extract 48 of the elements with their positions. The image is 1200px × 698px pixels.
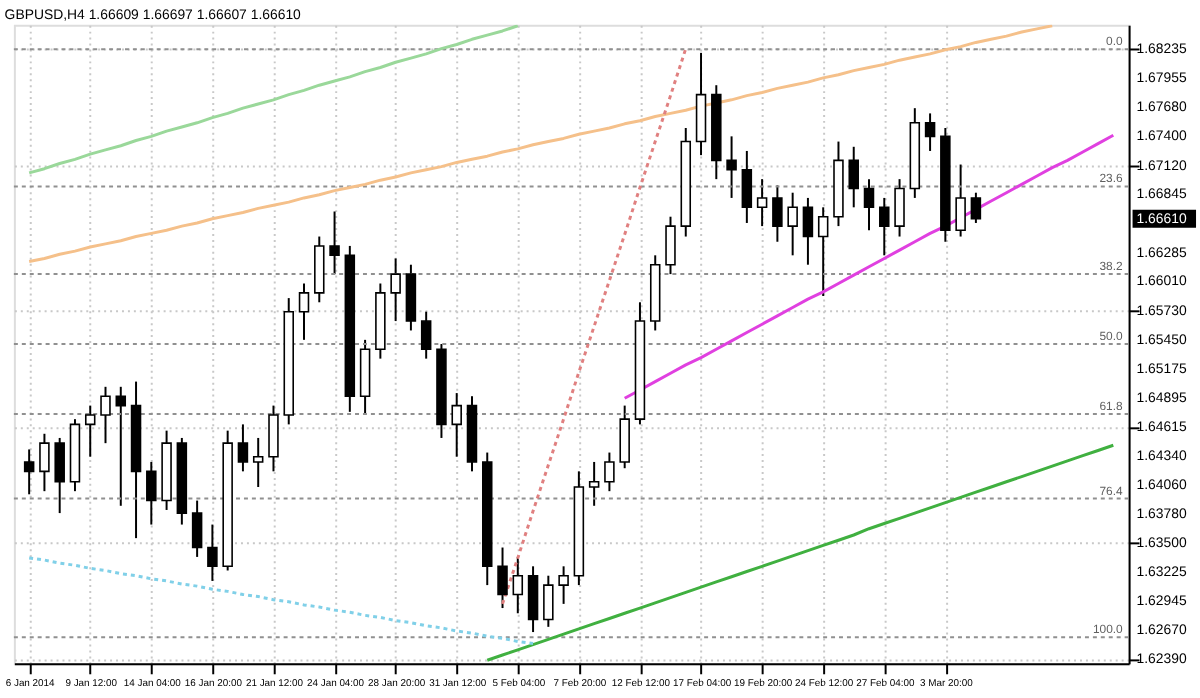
candlestick <box>665 215 676 276</box>
candlestick <box>588 460 600 507</box>
candlestick <box>23 448 35 496</box>
candlestick <box>879 196 890 257</box>
candlestick <box>756 178 768 228</box>
candlestick <box>115 385 127 507</box>
candlestick <box>802 196 814 266</box>
candlestick <box>604 451 615 493</box>
candlestick <box>329 210 340 276</box>
candlestick <box>359 338 371 416</box>
candlestick <box>741 149 753 224</box>
candlestick <box>527 565 539 634</box>
candlestick <box>924 112 936 152</box>
candlestick <box>390 257 401 323</box>
candlestick <box>268 404 279 473</box>
candlestick <box>237 423 249 473</box>
candlestick <box>787 191 798 257</box>
candlestick <box>405 263 417 332</box>
candlestick <box>191 499 203 558</box>
candlestick <box>955 163 966 238</box>
candlestick <box>146 460 157 526</box>
candlestick <box>54 436 65 515</box>
candlestick <box>726 135 737 199</box>
candlestick <box>695 51 707 157</box>
candlestick <box>298 282 310 341</box>
candlestick <box>863 178 875 232</box>
candlestick <box>543 574 554 628</box>
line-series <box>27 24 1054 264</box>
candlestick <box>970 191 982 224</box>
candlestick <box>252 436 264 488</box>
candlestick <box>420 310 432 360</box>
line-series <box>501 47 688 606</box>
candlestick <box>619 404 630 470</box>
candlestick <box>497 546 508 610</box>
candlestick <box>558 565 569 605</box>
candlestick <box>894 178 905 238</box>
candlestick <box>314 235 325 304</box>
candlestick <box>512 555 524 615</box>
candlestick <box>772 184 783 243</box>
candlestick <box>39 432 50 493</box>
line-series <box>27 556 535 646</box>
candlestick <box>100 385 111 445</box>
candlestick <box>848 145 859 209</box>
line-series <box>27 24 520 175</box>
candlestick <box>207 523 218 582</box>
candlestick <box>451 392 462 458</box>
candlestick <box>817 206 829 298</box>
candlestick <box>84 404 96 458</box>
